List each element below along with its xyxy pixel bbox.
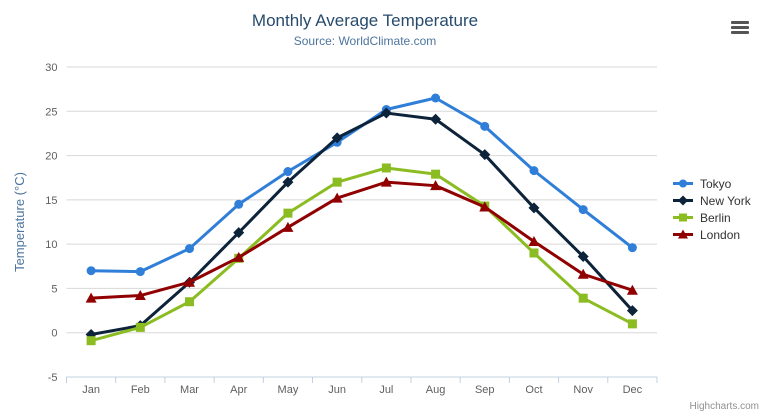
y-axis-tick-label: 25 — [45, 106, 57, 118]
legend-label: Berlin — [700, 210, 731, 225]
y-axis-tick-label: -5 — [48, 372, 58, 384]
point-marker-square[interactable] — [627, 319, 637, 329]
hamburger-icon — [731, 26, 749, 29]
series-new-york — [85, 107, 638, 340]
point-marker-circle[interactable] — [86, 266, 96, 276]
legend-marker-circle-icon — [673, 179, 693, 188]
legend-marker-triangle-icon — [673, 229, 693, 239]
y-axis-title: Temperature (°C) — [12, 172, 27, 272]
point-marker-diamond[interactable] — [626, 305, 638, 317]
legend-item-tokyo[interactable]: Tokyo — [672, 176, 751, 191]
legend-label: London — [700, 227, 741, 242]
x-axis-tick-label: Nov — [573, 384, 593, 396]
point-marker-triangle[interactable] — [577, 268, 589, 279]
point-marker-square[interactable] — [283, 208, 293, 218]
point-marker-circle[interactable] — [185, 244, 195, 254]
legend-marker-diamond-icon — [673, 195, 693, 206]
legend-label: New York — [700, 193, 751, 208]
point-marker-circle[interactable] — [135, 267, 145, 277]
y-axis-tick-label: 10 — [45, 239, 57, 251]
point-marker-triangle[interactable] — [626, 284, 638, 295]
legend-item-london[interactable]: London — [672, 227, 751, 242]
x-axis-tick-label: Dec — [623, 384, 643, 396]
legend-label: Tokyo — [700, 176, 732, 191]
point-marker-triangle[interactable] — [479, 201, 491, 212]
chart-subtitle: Source: WorldClimate.com — [293, 34, 437, 48]
hamburger-icon — [731, 21, 749, 24]
point-marker-triangle[interactable] — [331, 192, 343, 203]
x-axis-tick-label: Feb — [131, 384, 150, 396]
point-marker-square[interactable] — [332, 177, 342, 187]
point-marker-diamond[interactable] — [331, 132, 343, 144]
point-marker-triangle[interactable] — [233, 251, 245, 262]
legend: Tokyo New York Berlin London — [672, 176, 751, 242]
legend-item-berlin[interactable]: Berlin — [672, 210, 751, 225]
x-axis-tick-label: Sep — [475, 384, 495, 396]
y-axis-tick-label: 20 — [45, 151, 57, 163]
point-marker-triangle[interactable] — [430, 180, 442, 191]
x-axis-tick-label: Jan — [82, 384, 100, 396]
legend-item-new-york[interactable]: New York — [672, 193, 751, 208]
point-marker-square[interactable] — [381, 163, 391, 173]
point-marker-circle[interactable] — [627, 243, 637, 253]
point-marker-circle[interactable] — [431, 93, 441, 103]
series-line-berlin[interactable] — [89, 166, 634, 343]
x-axis-tick-label: Jun — [328, 384, 346, 396]
point-marker-diamond[interactable] — [479, 149, 491, 161]
point-marker-square[interactable] — [578, 293, 588, 303]
y-axis-tick-label: 15 — [45, 195, 57, 207]
point-marker-triangle[interactable] — [134, 290, 146, 301]
point-marker-circle[interactable] — [529, 166, 539, 176]
point-marker-square[interactable] — [185, 297, 195, 307]
point-marker-diamond[interactable] — [528, 202, 540, 214]
point-marker-triangle[interactable] — [528, 235, 540, 246]
point-marker-diamond[interactable] — [282, 176, 294, 188]
point-marker-diamond[interactable] — [380, 107, 392, 119]
x-axis-tick-label: Jul — [379, 384, 393, 396]
credits-link[interactable]: Highcharts.com — [689, 401, 759, 412]
chart-title: Monthly Average Temperature — [251, 11, 479, 30]
point-marker-circle[interactable] — [578, 205, 588, 215]
point-marker-circle[interactable] — [480, 121, 490, 131]
point-marker-triangle[interactable] — [282, 221, 294, 232]
x-axis-tick-label: May — [278, 384, 299, 396]
point-marker-diamond[interactable] — [430, 113, 442, 125]
series-london — [85, 176, 638, 303]
x-axis-tick-label: Mar — [180, 384, 199, 396]
y-axis-tick-label: 30 — [45, 62, 57, 74]
legend-marker-square-icon — [673, 213, 693, 222]
y-axis-tick-label: 0 — [51, 328, 57, 340]
export-menu-button[interactable] — [731, 21, 751, 34]
point-marker-square[interactable] — [431, 169, 441, 179]
point-marker-diamond[interactable] — [233, 227, 245, 239]
point-marker-triangle[interactable] — [85, 292, 97, 303]
hamburger-icon — [731, 31, 749, 34]
series-line-london[interactable] — [89, 180, 634, 300]
point-marker-square[interactable] — [529, 248, 539, 258]
series-tokyo — [86, 93, 637, 277]
y-axis-tick-label: 5 — [51, 283, 57, 295]
point-marker-square[interactable] — [135, 322, 145, 332]
point-marker-triangle[interactable] — [184, 276, 196, 287]
x-axis-tick-label: Oct — [525, 384, 542, 396]
x-axis-tick-label: Apr — [230, 384, 247, 396]
x-axis-tick-label: Aug — [426, 384, 446, 396]
series-line-new-york[interactable] — [89, 111, 634, 336]
point-marker-triangle[interactable] — [380, 176, 392, 187]
point-marker-circle[interactable] — [283, 167, 293, 177]
point-marker-square[interactable] — [86, 336, 96, 346]
point-marker-diamond[interactable] — [577, 251, 589, 263]
point-marker-circle[interactable] — [234, 199, 244, 209]
